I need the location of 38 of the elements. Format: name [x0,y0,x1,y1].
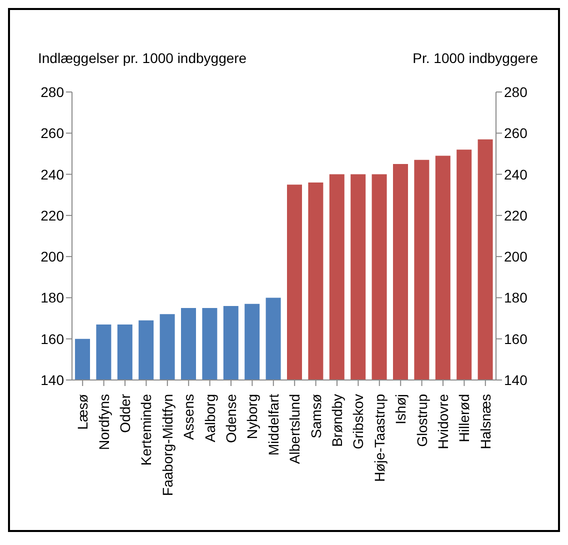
x-tick-label: Odder [117,394,133,433]
y-tick-label: 280 [40,84,64,100]
y2-axis-title: Pr. 1000 indbyggere [412,50,538,66]
y2-tick-label: 280 [504,84,528,100]
x-tick-label: Odense [223,394,239,444]
x-tick-label: Høje-Taastrup [371,394,388,482]
x-tick-label: Faaborg-Midtfyn [159,394,176,496]
x-tick-label: Nyborg [244,394,260,440]
x-tick-label: Brøndby [329,394,345,447]
x-tick-label: Assens [180,394,197,440]
x-tick-label: Glostrup [414,394,430,447]
x-tick-label: Hillerød [456,394,472,442]
y2-tick-label: 140 [504,372,528,388]
x-tick-label: Albertslund [286,394,303,464]
y2-tick-label: 220 [504,207,528,224]
x-tick-label: Halsnæs [477,394,494,450]
y2-tick-label: 180 [504,290,528,306]
x-tick-label: Samsø [308,394,324,438]
y-tick-label: 160 [40,330,64,347]
y2-tick-label: 160 [504,330,528,347]
x-tick-label: Ishøj [392,394,409,424]
y-tick-label: 260 [40,125,64,142]
x-tick-label: Gribskov [350,394,366,450]
x-tick-label: Nordfyns [96,394,112,450]
x-tick-label: Læsø [74,394,91,430]
y2-tick-label: 260 [504,125,528,142]
x-tick-label: Hvidovre [435,394,451,450]
y-tick-label: 140 [40,372,64,388]
x-tick-label: Aalborg [202,394,218,442]
y2-tick-label: 200 [504,248,528,265]
y-tick-label: 220 [40,207,64,224]
y-tick-label: 200 [40,248,64,265]
y2-tick-label: 240 [504,166,528,182]
y-axis-title: Indlæggelser pr. 1000 indbyggere [38,50,247,66]
y-tick-label: 180 [40,290,64,306]
x-tick-label: Middelfart [265,394,282,456]
y-tick-label: 240 [40,166,64,182]
x-tick-label: Kerteminde [138,394,154,466]
